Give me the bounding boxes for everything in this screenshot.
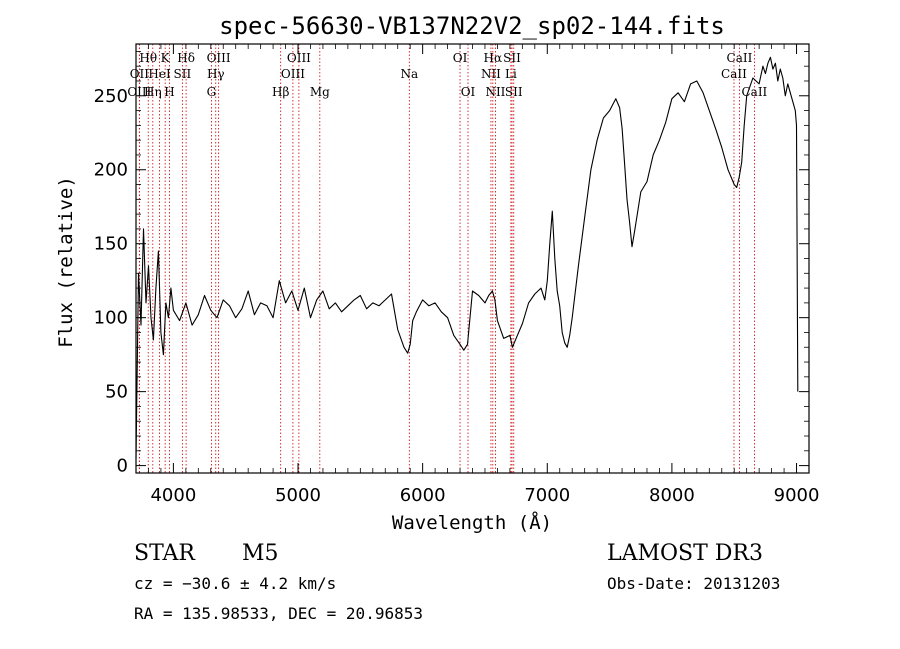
x-tick-label: 7000 [524,485,570,506]
y-axis-label: Flux (relative) [55,176,77,348]
x-tick-label: 9000 [774,485,820,506]
y-tick-label: 100 [94,308,128,329]
line-label: CaII [727,51,753,65]
line-label: Hα [484,51,503,65]
line-label: OI [461,85,476,99]
y-axis-ticks: 0 50 100 150 200 250 [94,50,809,477]
y-tick-label: 250 [94,86,128,107]
y-tick-label: 50 [105,382,128,403]
object-info: STAR M5 LAMOST DR3 cz = −30.6 ± 4.2 km/s… [134,541,780,623]
line-label: SII [503,51,521,65]
line-label: SII [505,85,523,99]
x-tick-label: 6000 [400,485,446,506]
line-label: HeI [148,67,171,81]
survey-name: LAMOST DR3 [607,541,763,566]
line-label: Li [505,67,517,81]
line-label: H [164,85,174,99]
x-tick-label: 4000 [150,485,196,506]
line-label: SII [174,67,192,81]
line-label: NII [485,85,505,99]
line-label: Mg [310,85,330,99]
y-tick-label: 0 [117,456,128,477]
line-label: Hδ [177,51,195,65]
line-label: Hθ [139,51,157,65]
y-tick-label: 150 [94,234,128,255]
line-label: Hη [144,85,162,99]
chart-title: spec-56630-VB137N22V2_sp02-144.fits [219,12,725,40]
line-label: K [161,51,171,65]
y-tick-label: 200 [94,160,128,181]
line-label: Na [400,67,418,81]
object-class: STAR [134,541,196,566]
emission-line-markers [138,44,755,473]
line-label: OIII [281,67,305,81]
line-label: Hγ [207,67,225,81]
x-tick-label: 8000 [649,485,695,506]
line-label: CaII [721,67,747,81]
redshift-velocity: cz = −30.6 ± 4.2 km/s [134,574,336,593]
line-label: CaII [741,85,767,99]
spectrum-line [135,56,799,459]
x-axis-label: Wavelength (Å) [392,511,552,534]
x-tick-label: 5000 [275,485,321,506]
observation-date: Obs-Date: 20131203 [607,574,780,593]
x-axis-ticks: 4000 5000 6000 7000 8000 9000 [135,44,820,506]
line-label: OII [130,67,150,81]
line-label: NII [481,67,501,81]
line-label: G [207,85,217,99]
coordinates: RA = 135.98533, DEC = 20.96853 [134,604,423,623]
line-label: Hβ [272,85,289,99]
line-label: OI [453,51,468,65]
object-subclass: M5 [242,541,279,566]
spectrum-series [135,56,799,459]
line-label: OIII [287,51,311,65]
line-label: OIII [207,51,231,65]
